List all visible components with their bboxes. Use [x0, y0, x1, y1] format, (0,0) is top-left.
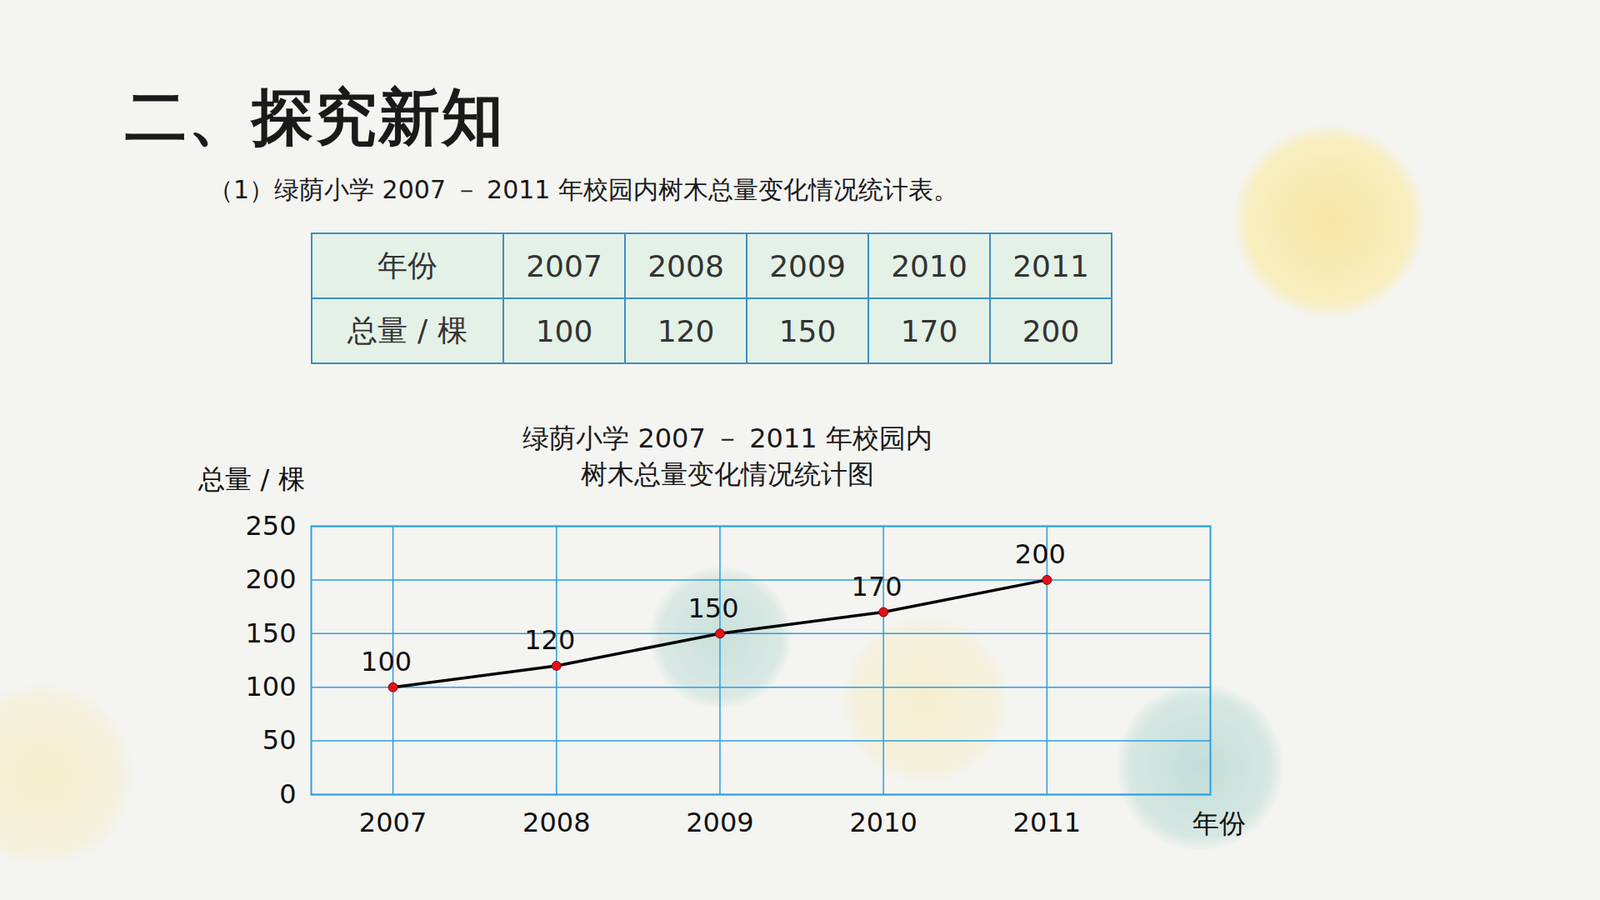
- html-text:绿荫小学 2007 － 2011 年校园内: 绿荫小学 2007 － 2011 年校园内: [522, 422, 933, 455]
- svg-text:2009: 2009: [685, 806, 754, 839]
- svg-text:120: 120: [524, 624, 575, 656]
- svg-text:170: 170: [851, 570, 903, 603]
- html-text:200: 200: [1022, 313, 1080, 348]
- html-text:二、探究新知: 二、探究新知: [125, 80, 505, 153]
- html-text:（1）绿荫小学 2007 － 2011 年校园内树木总量变化: （1）绿荫小学 2007 － 2011 年校园内树木总量变化情况统计表。: [208, 175, 959, 205]
- html-text:年份: 年份: [377, 247, 438, 283]
- svg-text:150: 150: [687, 592, 739, 625]
- svg-text:2011: 2011: [1013, 806, 1081, 839]
- svg-text:150: 150: [245, 617, 296, 650]
- svg-text:2008: 2008: [522, 806, 590, 839]
- svg-text:100: 100: [360, 645, 412, 678]
- html-text:150: 150: [778, 313, 837, 348]
- svg-text:0: 0: [279, 778, 296, 810]
- svg-text:年份: 年份: [1192, 807, 1246, 840]
- svg-text:100: 100: [245, 670, 296, 703]
- html-text:树木总量变化情况统计图: 树木总量变化情况统计图: [580, 458, 875, 490]
- svg-text:2010: 2010: [849, 806, 917, 839]
- html-text:170: 170: [900, 313, 958, 348]
- html-text:2011: 2011: [1012, 248, 1089, 283]
- html-text:总量 / 棵: 总量 / 棵: [347, 312, 468, 348]
- svg-text:200: 200: [1015, 538, 1066, 570]
- html-text:2008: 2008: [647, 248, 724, 283]
- svg-text:250: 250: [245, 510, 296, 542]
- html-text:2010: 2010: [891, 248, 968, 283]
- html-text:120: 120: [657, 313, 715, 348]
- html-text:2007: 2007: [526, 248, 603, 283]
- svg-text:50: 50: [262, 724, 297, 756]
- html-text:100: 100: [535, 313, 593, 348]
- svg-text:200: 200: [245, 563, 296, 595]
- svg-text:总量 / 棵: 总量 / 棵: [197, 463, 305, 495]
- html-text:2009: 2009: [769, 248, 846, 283]
- svg-text:2007: 2007: [359, 806, 427, 839]
